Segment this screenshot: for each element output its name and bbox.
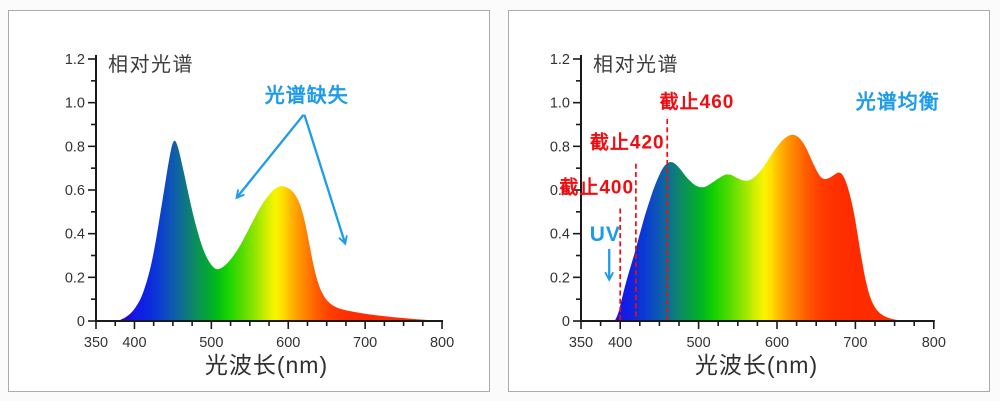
annotation-arrow bbox=[237, 113, 305, 198]
y-tick-label: 1.2 bbox=[550, 52, 570, 68]
x-tick-label: 400 bbox=[122, 335, 146, 351]
x-tick-label: 800 bbox=[430, 335, 454, 351]
y-tick-label: 0 bbox=[562, 314, 570, 330]
annotation-text: 截止420 bbox=[590, 131, 665, 154]
y-tick-label: 0.8 bbox=[550, 139, 570, 155]
x-tick-label: 600 bbox=[276, 335, 300, 351]
x-axis-label: 光波长(nm) bbox=[694, 352, 819, 378]
annotation-arrow bbox=[303, 114, 345, 244]
x-tick-label: 700 bbox=[843, 335, 867, 351]
x-axis-label: 光波长(nm) bbox=[204, 352, 329, 378]
y-tick-label: 0.8 bbox=[65, 139, 85, 155]
annotation-text: 截止400 bbox=[559, 175, 634, 198]
left-chart-panel: 350 400 500 600 700 800 0 0.2 0.4 0.6 0.8 1.0 1.2 光谱缺… bbox=[8, 10, 490, 392]
ticks bbox=[88, 58, 443, 329]
y-tick-label: 0.2 bbox=[65, 270, 85, 286]
y-tick-label: 0 bbox=[77, 314, 85, 330]
x-tick-label: 400 bbox=[608, 335, 632, 351]
annotation-text: 截止460 bbox=[660, 90, 735, 113]
y-tick-label: 0.2 bbox=[550, 270, 570, 286]
annotation-text: UV bbox=[590, 223, 621, 246]
y-tick-label: 0.6 bbox=[550, 183, 570, 199]
axes bbox=[95, 55, 444, 322]
right-chart-panel: 350 400 500 600 700 800 0 0.2 0.4 0.6 0.8 1.0 1.2 截止4… bbox=[508, 10, 990, 392]
x-tick-label: 350 bbox=[84, 335, 108, 351]
x-tick-label: 500 bbox=[199, 335, 223, 351]
y-tick-label: 1.0 bbox=[550, 96, 570, 112]
x-tick-label: 350 bbox=[569, 335, 593, 351]
y-tick-label: 0.4 bbox=[550, 227, 570, 243]
x-tick-label: 700 bbox=[353, 335, 377, 351]
y-tick-label: 1.2 bbox=[65, 52, 85, 68]
annotation-text: 光谱均衡 bbox=[855, 90, 940, 114]
y-tick-label: 0.6 bbox=[65, 183, 85, 199]
spectrum-area bbox=[117, 140, 443, 321]
spectrum-area bbox=[614, 134, 909, 321]
right-spectrum-chart: 350 400 500 600 700 800 0 0.2 0.4 0.6 0.8 1.0 1.2 截止4… bbox=[550, 52, 946, 351]
x-tick-label: 600 bbox=[765, 335, 789, 351]
y-tick-label: 0.4 bbox=[65, 227, 85, 243]
axes bbox=[580, 55, 935, 322]
x-tick-label: 500 bbox=[686, 335, 710, 351]
x-tick-label: 800 bbox=[922, 335, 946, 351]
chart-title: 相对光谱 bbox=[108, 54, 194, 76]
ticks bbox=[573, 58, 935, 329]
y-tick-label: 1.0 bbox=[65, 96, 85, 112]
left-spectrum-chart: 350 400 500 600 700 800 0 0.2 0.4 0.6 0.8 1.0 1.2 光谱缺… bbox=[65, 52, 454, 351]
annotation-text: 光谱缺失 bbox=[264, 83, 349, 107]
chart-title: 相对光谱 bbox=[593, 54, 679, 76]
